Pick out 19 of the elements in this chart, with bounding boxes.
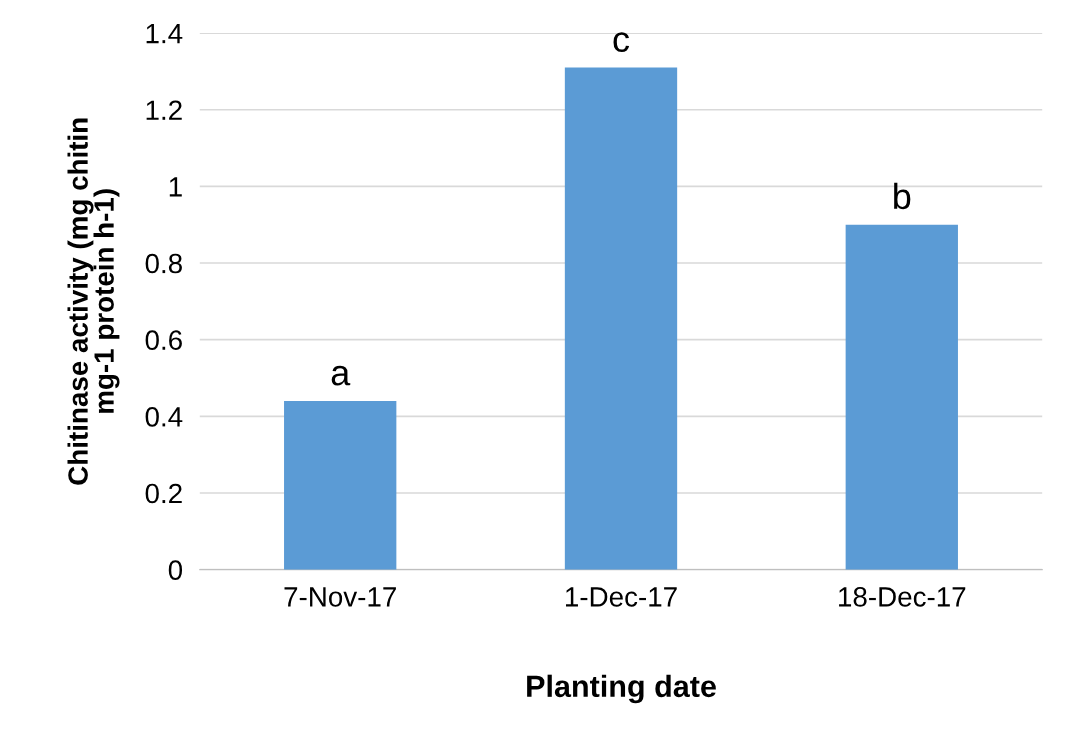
- y-tick-label: 0: [168, 560, 183, 580]
- y-tick-label: 1.2: [146, 100, 182, 120]
- x-tick-label: 1-Dec-17: [566, 587, 677, 607]
- annotation: c: [613, 32, 630, 53]
- y-tick-label: 0.4: [145, 406, 183, 427]
- annotation: a: [331, 365, 351, 386]
- x-axis-title: Planting date: [527, 674, 716, 704]
- bar: [845, 224, 958, 570]
- y-axis-title: Chitinase activity (mg chitin mg-1 protein h-1): [67, 118, 120, 485]
- x-tick-label: 7-Nov-17: [284, 587, 396, 607]
- bar: [284, 400, 397, 570]
- y-tick-label: 1.4: [146, 24, 183, 44]
- x-tick-label: 18-Dec-17: [839, 587, 966, 607]
- y-tick-label: 0.6: [145, 330, 182, 351]
- annotation: b: [894, 182, 911, 210]
- bar: [564, 67, 678, 570]
- y-tick-label: 1: [169, 177, 182, 197]
- y-tick-label: 0.8: [145, 253, 182, 274]
- y-tick-label: 0.2: [145, 483, 182, 504]
